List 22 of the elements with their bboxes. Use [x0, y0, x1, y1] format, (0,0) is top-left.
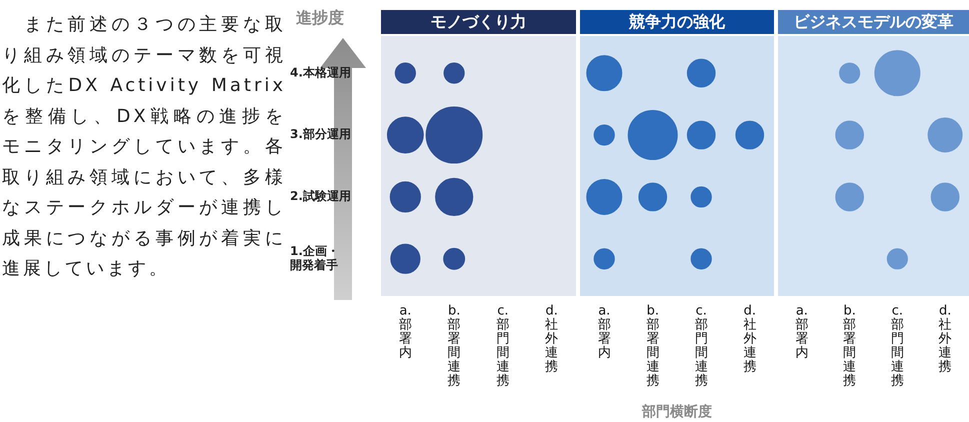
x-tick-label: c.部門間連携: [496, 303, 510, 389]
chart-title: モノづくり力: [381, 10, 576, 34]
x-tick-label: b.部署間連携: [646, 303, 660, 389]
x-tick-label: c.部門間連携: [890, 303, 904, 389]
x-tick-label: d.社外連携: [938, 303, 952, 375]
x-tick-label: a.部署内: [398, 303, 412, 361]
x-axis-title: 部門横断度: [641, 403, 712, 420]
x-tick-label: d.社外連携: [545, 303, 558, 375]
x-tick-label: a.部署内: [795, 303, 808, 361]
x-tick-label: a.部署内: [598, 303, 611, 361]
x-tick-label: d.社外連携: [743, 303, 756, 375]
chart-title: 競争力の強化: [580, 10, 774, 34]
chart-title: ビジネスモデルの変革: [778, 10, 969, 34]
y-tick-label: 4.本格運用: [290, 65, 351, 80]
x-tick-label: b.部署間連携: [448, 303, 461, 389]
x-tick-label: b.部署間連携: [843, 303, 856, 389]
y-tick-label: 2.試験運用: [290, 189, 351, 204]
x-tick-label: c.部門間連携: [694, 303, 708, 389]
text: また前述の３つの主要な取り組み領域のテーマ数を可視化したDX Activity Matrixを整備し、DX戦略の進捗をモニタリングしています。各取り組み領域において、多様なステークホルダーが連携し成果につながる事例が着実に進展しています。: [2, 14, 286, 279]
y-tick-label: 1.企画・開発着手: [290, 244, 339, 272]
y-tick-label: 3.部分運用: [290, 127, 351, 142]
y-axis-title: 進捗度: [296, 8, 344, 29]
